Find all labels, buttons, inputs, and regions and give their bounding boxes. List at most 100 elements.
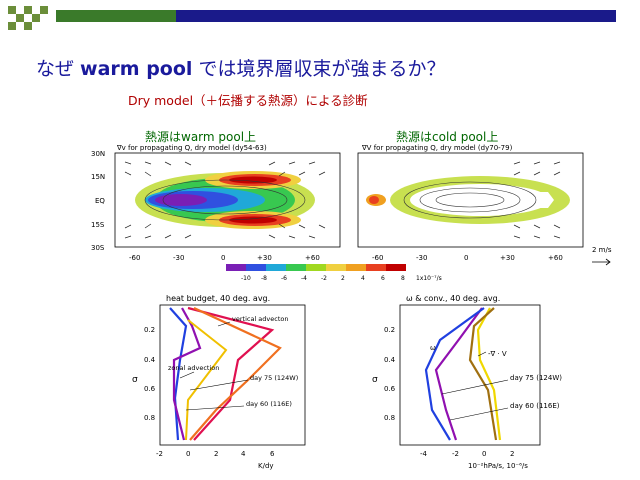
left-map: ∇v for propagating Q, dry model (dy54-63…: [91, 144, 341, 262]
right-map: ∇V for propagating Q, dry model (dy70-79…: [357, 144, 612, 266]
lon-tick: +60: [305, 254, 320, 262]
y-tick: 0.8: [384, 414, 395, 422]
heat-budget-chart: heat budget, 40 deg. avg. 0.2 0.4 0.6 0.…: [132, 294, 306, 470]
x-axis-label: 10⁻²hPa/s, 10⁻⁶/s: [468, 462, 528, 470]
lon-tick: -30: [173, 254, 184, 262]
left-map-contours: [144, 179, 306, 221]
colorbar-swatch: [226, 264, 246, 271]
plot-frame: [159, 304, 306, 446]
y-tick-labels: 0.2 0.4 0.6 0.8: [144, 326, 156, 422]
left-map-caption: 熱源はwarm pool上: [145, 130, 257, 144]
colorbar-tick: -10: [241, 275, 251, 282]
x-tick: 2: [214, 450, 218, 458]
colorbar-swatch: [346, 264, 366, 271]
colorbar-swatch: [246, 264, 266, 271]
chart-title: ω & conv., 40 deg. avg.: [406, 294, 500, 303]
colorbar-swatch: [266, 264, 286, 271]
lon-tick: +30: [500, 254, 515, 262]
lat-tick: 15N: [91, 173, 105, 181]
y-axis-label: σ: [372, 375, 378, 385]
series-line: [424, 307, 485, 441]
x-tick: 6: [270, 450, 275, 458]
right-map-contours: [403, 181, 537, 219]
y-tick: 0.4: [144, 356, 156, 364]
lat-tick: EQ: [95, 197, 105, 205]
lat-tick: 15S: [91, 221, 105, 229]
lon-tick: 0: [464, 254, 468, 262]
y-tick: 0.4: [384, 356, 396, 364]
annotation-leaders: [179, 321, 249, 411]
right-map-lon-labels: -60 -30 0 +30 +60: [372, 254, 563, 262]
x-tick: 4: [241, 450, 246, 458]
colorbar: -10 -8 -6 -4 -2 2 4 6 8 1x10⁻⁷/s: [226, 264, 442, 282]
colorbar-tick: -4: [301, 275, 307, 282]
colorbar-swatch: [386, 264, 406, 271]
x-tick: 0: [186, 450, 190, 458]
y-tick: 0.2: [384, 326, 395, 334]
lat-tick: 30N: [91, 150, 105, 158]
slide-subtitle: Dry model（＋伝播する熱源）による診断: [128, 93, 368, 108]
left-map-lat-labels: 30N 15N EQ 15S 30S: [91, 150, 105, 252]
annotation: zonal advection: [168, 364, 219, 372]
colorbar-swatch: [286, 264, 306, 271]
series-line: [476, 307, 502, 441]
series-line: [185, 319, 228, 441]
x-tick: 0: [482, 450, 486, 458]
annotation: day 60 (116E): [510, 402, 560, 410]
left-map-header: ∇v for propagating Q, dry model (dy54-63…: [116, 144, 267, 152]
y-tick-labels: 0.2 0.4 0.6 0.8: [384, 326, 396, 422]
y-tick: 0.6: [384, 385, 396, 393]
colorbar-swatch: [366, 264, 386, 271]
lon-tick: +30: [257, 254, 272, 262]
x-axis-label: K/dy: [258, 462, 274, 470]
chart-title: heat budget, 40 deg. avg.: [166, 294, 270, 303]
annotation: ω: [430, 344, 436, 352]
lon-tick: +60: [548, 254, 563, 262]
series-line: [468, 307, 498, 441]
lat-tick: 30S: [91, 244, 105, 252]
x-tick: -2: [156, 450, 163, 458]
series-line: [434, 307, 483, 441]
colorbar-swatch: [326, 264, 346, 271]
annotation: day 75 (124W): [250, 374, 298, 382]
plot-frame: [399, 304, 541, 446]
y-tick: 0.8: [144, 414, 155, 422]
slide-title: なぜ warm pool では境界層収束が強まるか？: [36, 58, 446, 80]
lon-tick: 0: [221, 254, 225, 262]
annotation: day 75 (124W): [510, 374, 562, 382]
right-map-header: ∇V for propagating Q, dry model (dy70-79…: [361, 144, 513, 152]
vector-scale-arrow: [592, 258, 611, 266]
y-tick: 0.2: [144, 326, 155, 334]
left-map-field: [135, 171, 315, 229]
series-line: [187, 306, 275, 441]
colorbar-tick: 6: [381, 275, 385, 282]
left-map-lon-labels: -60 -30 0 +30 +60: [129, 254, 320, 262]
x-tick: -4: [420, 450, 428, 458]
omega-conv-chart: ω & conv., 40 deg. avg. 0.2 0.4 0.6 0.8 …: [372, 294, 562, 470]
x-tick: 2: [510, 450, 514, 458]
annotation: vertical advecton: [232, 315, 288, 323]
colorbar-unit: 1x10⁻⁷/s: [416, 275, 442, 282]
annotation-leaders: [441, 351, 509, 421]
colorbar-tick: 4: [361, 275, 365, 282]
x-tick-labels: -4 -2 0 2: [420, 450, 514, 458]
colorbar-tick: -2: [321, 275, 327, 282]
colorbar-tick: -8: [261, 275, 267, 282]
lon-tick: -60: [129, 254, 140, 262]
colorbar-tick: -6: [281, 275, 287, 282]
x-tick-labels: -2 0 2 4 6: [156, 450, 275, 458]
y-tick: 0.6: [144, 385, 156, 393]
lon-tick: -30: [416, 254, 427, 262]
annotation: -∇ · V: [488, 350, 507, 358]
vector-scale-label: 2 m/s: [592, 246, 612, 254]
y-axis-label: σ: [132, 375, 138, 385]
annotation: day 60 (116E): [246, 400, 292, 408]
colorbar-tick: 2: [341, 275, 345, 282]
x-tick: -2: [452, 450, 459, 458]
left-map-vectors: [124, 161, 326, 239]
lon-tick: -60: [372, 254, 383, 262]
colorbar-swatch: [306, 264, 326, 271]
right-map-caption: 熱源はcold pool上: [396, 130, 499, 144]
right-map-vectors: [513, 161, 561, 239]
slide-decoration: [8, 6, 616, 30]
